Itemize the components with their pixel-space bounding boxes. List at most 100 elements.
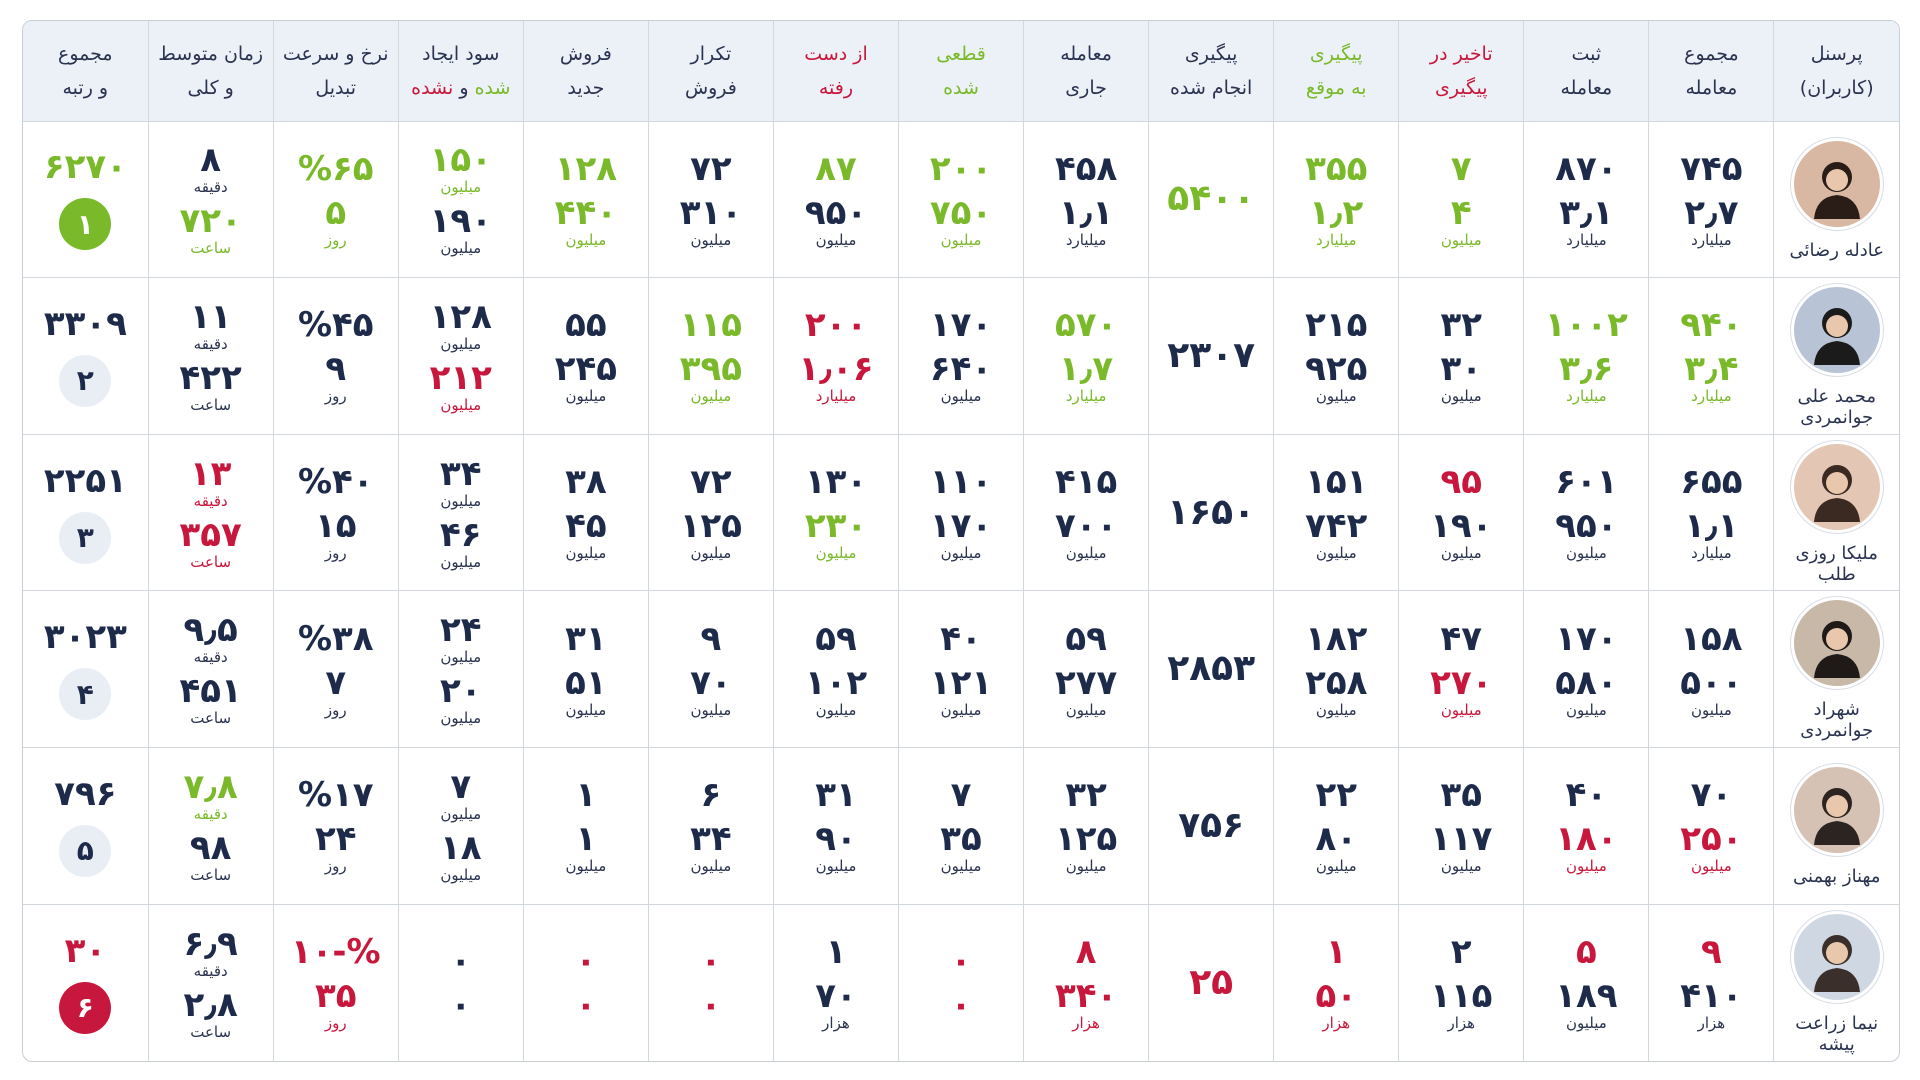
- conversion-cell: %۳۸ ۷ روز: [272, 590, 399, 749]
- value-unit: روز: [324, 230, 347, 249]
- value-count: ۲۸۵۳: [1167, 648, 1256, 690]
- value-count: ۳۲: [1065, 775, 1107, 816]
- value-unit: میلیون: [815, 700, 857, 719]
- person-cell[interactable]: نیما زراعت پیشه: [1773, 904, 1899, 1061]
- total-score: ۶۲۷۰: [43, 147, 127, 188]
- value-primary: ۳۴: [440, 453, 482, 494]
- col-done-followup[interactable]: پیگیری انجام شده: [1148, 21, 1274, 122]
- col-late-followup[interactable]: تاخیر در پیگیری: [1398, 21, 1524, 122]
- conversion-cell: %۴۵ ۹ روز: [272, 277, 399, 435]
- value-unit: میلیون: [440, 395, 482, 414]
- table-row[interactable]: شهراد جوانمردی ۱۵۸ ۵۰۰ میلیون ۱۷۰ ۵۸۰ می…: [23, 590, 1899, 749]
- table-row[interactable]: محمد علی جوانمردی ۹۴۰ ۳٫۴ میلیارد ۱۰۰۲ ۳…: [23, 277, 1899, 435]
- value-unit: میلیون: [440, 648, 482, 667]
- person-name[interactable]: محمد علی جوانمردی: [1797, 385, 1876, 428]
- hdr-l1: فروش: [559, 42, 612, 65]
- person-name[interactable]: عادله رضائی: [1789, 239, 1885, 261]
- value-count: ۸۷۰: [1555, 148, 1618, 189]
- value-count: ۱۶۵۰: [1167, 491, 1256, 533]
- person-name[interactable]: مهناز بهمنی: [1793, 866, 1881, 888]
- avatar[interactable]: [1790, 764, 1883, 857]
- col-conversion[interactable]: نرخ و سرعت تبدیل: [272, 21, 399, 122]
- value-primary: ۱۵۰: [429, 140, 492, 181]
- value-count: ۵: [1575, 932, 1597, 973]
- hdr-l1: نرخ و سرعت: [282, 42, 389, 65]
- col-person[interactable]: پرسنل (کاربران): [1773, 21, 1899, 122]
- person-cell[interactable]: مهناز بهمنی: [1773, 747, 1899, 905]
- ontime-followup-cell: ۱ ۵۰ هزار: [1273, 904, 1399, 1061]
- value-unit: میلیون: [565, 387, 607, 406]
- table-row[interactable]: مهناز بهمنی ۷۰ ۲۵۰ میلیون ۴۰ ۱۸۰ میلیون …: [23, 747, 1899, 905]
- value-unit: دقیقه: [193, 491, 228, 510]
- col-finalized[interactable]: قطعی شده: [897, 21, 1024, 122]
- registered-cell: ۸۷۰ ۳٫۱ میلیارد: [1523, 121, 1649, 279]
- col-total-rank[interactable]: مجموع و رتبه: [23, 21, 149, 122]
- person-photo-icon: [1813, 934, 1860, 992]
- value-amount: ۵: [325, 192, 347, 233]
- total-score: ۷۹۶: [54, 773, 117, 814]
- col-profit[interactable]: سود ایجاد شده و نشده: [397, 21, 524, 122]
- avatar[interactable]: [1790, 283, 1883, 376]
- col-total-deals[interactable]: مجموع معامله: [1648, 21, 1774, 122]
- col-current-deals[interactable]: معامله جاری: [1023, 21, 1149, 122]
- table-row[interactable]: عادله رضائی ۷۴۵ ۲٫۷ میلیارد ۸۷۰ ۳٫۱ میلی…: [23, 121, 1899, 279]
- value-secondary: ۴۵۱: [179, 671, 242, 712]
- current-deals-cell: ۸ ۳۴۰ هزار: [1023, 904, 1149, 1061]
- value-count: ۷۲: [690, 462, 732, 503]
- value-unit: هزار: [1322, 1014, 1351, 1033]
- repeat-sales-cell: ۱۱۵ ۳۹۵ میلیون: [647, 277, 774, 435]
- avg-time-cell: ۸ دقیقه ۷۲۰ ساعت: [147, 121, 274, 279]
- lost-cell: ۵۹ ۱۰۲ میلیون: [772, 590, 899, 749]
- col-registered[interactable]: ثبت معامله: [1523, 21, 1649, 122]
- avatar[interactable]: [1790, 910, 1883, 1003]
- col-new-sales[interactable]: فروش جدید: [522, 21, 649, 122]
- value-primary: ۲۴: [440, 610, 482, 651]
- done-followup-cell: ۷۵۶: [1148, 747, 1274, 905]
- hdr-profit-not-created: نشده: [411, 76, 454, 99]
- registered-cell: ۱۰۰۲ ۳٫۶ میلیارد: [1523, 277, 1649, 435]
- person-name[interactable]: شهراد جوانمردی: [1800, 699, 1874, 742]
- avatar[interactable]: [1790, 137, 1883, 230]
- value-unit: میلیون: [1315, 387, 1357, 406]
- finalized-cell: ۲۰۰ ۷۵۰ میلیون: [897, 121, 1024, 279]
- value-unit: میلیارد: [1691, 544, 1732, 563]
- person-name[interactable]: نیما زراعت پیشه: [1795, 1012, 1879, 1055]
- value-count: ۱۰۰۲: [1544, 305, 1628, 346]
- late-followup-cell: ۷ ۴ میلیون: [1398, 121, 1524, 279]
- value-unit: میلیارد: [1566, 387, 1607, 406]
- value-count: ۲۳۰۷: [1167, 334, 1256, 376]
- col-avg-time[interactable]: زمان متوسط و کلی: [147, 21, 274, 122]
- current-deals-cell: ۴۱۵ ۷۰۰ میلیون: [1023, 434, 1149, 592]
- profit-cell: ۲۴ میلیون ۲۰ میلیون: [397, 590, 524, 749]
- hdr-l2: انجام شده: [1170, 76, 1253, 99]
- value-unit: میلیون: [1565, 1014, 1607, 1033]
- person-cell[interactable]: ملیکا روزی طلب: [1773, 434, 1899, 592]
- value-count: ۷: [950, 775, 972, 816]
- total-deals-cell: ۹۴۰ ۳٫۴ میلیارد: [1648, 277, 1774, 435]
- value-count: ۹: [1701, 932, 1722, 973]
- new-sales-cell: ۱ ۱ میلیون: [522, 747, 649, 905]
- col-repeat-sales[interactable]: تکرار فروش: [647, 21, 774, 122]
- person-photo-icon: [1813, 307, 1860, 365]
- person-cell[interactable]: عادله رضائی: [1773, 121, 1899, 279]
- hdr-l1: زمان متوسط: [158, 42, 264, 65]
- table-row[interactable]: نیما زراعت پیشه ۹ ۴۱۰ هزار ۵ ۱۸۹ میلیون …: [23, 904, 1899, 1061]
- person-name[interactable]: ملیکا روزی طلب: [1795, 542, 1878, 585]
- ontime-followup-cell: ۲۲ ۸۰ میلیون: [1273, 747, 1399, 905]
- person-cell[interactable]: محمد علی جوانمردی: [1773, 277, 1899, 435]
- value-count: ۱۵۱: [1305, 462, 1368, 503]
- avatar[interactable]: [1790, 597, 1883, 690]
- value-unit: روز: [324, 544, 347, 563]
- value-unit: میلیون: [815, 544, 857, 563]
- value-amount: ۵۰: [1315, 976, 1357, 1017]
- avatar[interactable]: [1790, 440, 1883, 533]
- table-row[interactable]: ملیکا روزی طلب ۶۵۵ ۱٫۱ میلیارد ۶۰۱ ۹۵۰ م…: [23, 434, 1899, 592]
- value-secondary: ۹۸: [189, 827, 232, 868]
- new-sales-cell: ۵۵ ۲۴۵ میلیون: [522, 277, 649, 435]
- col-lost[interactable]: از دست رفته: [772, 21, 899, 122]
- value-amount: ۸۰: [1315, 819, 1357, 860]
- value-amount: ۴۴۰: [554, 192, 617, 233]
- col-ontime-followup[interactable]: پیگیری به موقع: [1273, 21, 1399, 122]
- person-cell[interactable]: شهراد جوانمردی: [1773, 590, 1899, 749]
- value-count: ۳۲: [1440, 305, 1483, 346]
